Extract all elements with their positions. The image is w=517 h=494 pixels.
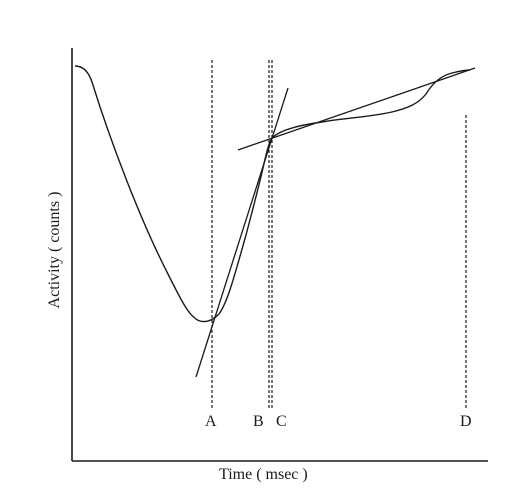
y-axis-title: Activity ( counts ) (46, 191, 63, 309)
x-axis-title: Time ( msec ) (219, 466, 308, 483)
tangent-line-shallow (237, 67, 476, 151)
marker-label-a: A (205, 413, 217, 430)
tangent-line-steep (195, 87, 289, 378)
marker-label-b: B (253, 413, 264, 430)
marker-label-c: C (276, 413, 287, 430)
marker-label-d: D (460, 413, 472, 430)
activity-curve (74, 65, 471, 323)
